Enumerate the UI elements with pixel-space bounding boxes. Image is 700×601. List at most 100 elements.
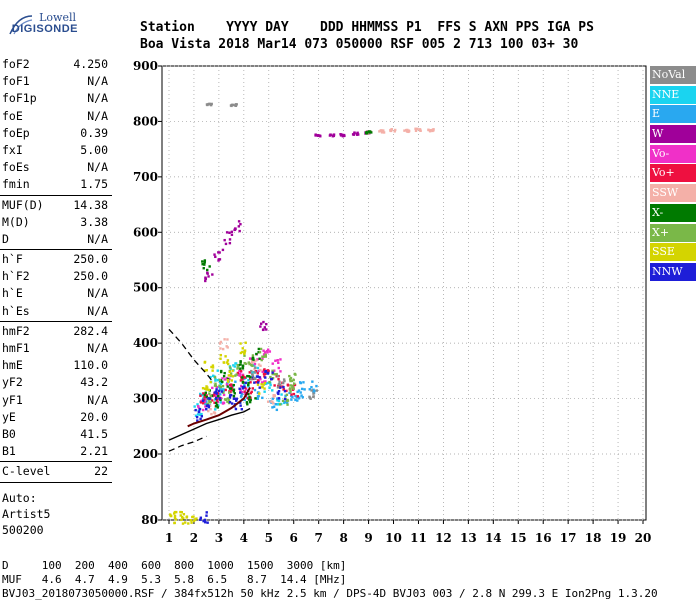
echo-point (272, 393, 275, 397)
param-value: 14.38 (73, 197, 108, 212)
echo-point (258, 392, 261, 395)
echo-point (263, 387, 266, 390)
param-row: h`Es N/A (0, 303, 112, 320)
echo-point (206, 386, 209, 389)
echo-point (237, 220, 241, 223)
echo-point (240, 394, 243, 397)
echo-point (209, 404, 212, 407)
echo-point (260, 358, 263, 362)
echo-point (230, 402, 234, 405)
echo-point (232, 388, 236, 391)
echo-point (192, 519, 196, 523)
echo-point (283, 400, 287, 404)
echo-point (291, 386, 294, 389)
echo-point (405, 130, 409, 133)
echo-point (223, 371, 226, 375)
param-label: foE (2, 108, 23, 123)
echo-point (204, 276, 207, 279)
echo-point (206, 103, 209, 107)
echo-point (233, 104, 237, 107)
echo-point (283, 397, 287, 401)
echo-point (290, 379, 294, 383)
echo-point (221, 377, 224, 380)
param-value: N/A (87, 286, 108, 301)
echo-point (240, 392, 244, 395)
echo-point (264, 376, 267, 379)
legend-item: NoVal (650, 66, 696, 84)
echo-point (239, 342, 242, 345)
echo-point (248, 357, 252, 360)
echo-point (234, 362, 237, 365)
echo-point (185, 516, 188, 519)
echo-point (199, 394, 202, 397)
echo-point (228, 394, 232, 397)
param-value: 282.4 (73, 323, 108, 338)
echo-point (224, 388, 227, 392)
echo-point (204, 279, 207, 283)
param-value: 4.250 (73, 57, 108, 71)
echo-point (224, 355, 227, 358)
echo-point (251, 364, 254, 368)
echo-point (197, 410, 201, 414)
echo-point (221, 347, 225, 351)
echo-point (203, 369, 207, 372)
echo-point (292, 392, 296, 396)
echo-point (203, 360, 207, 364)
echo-point (214, 395, 218, 398)
echo-point (432, 129, 435, 132)
echo-point (303, 388, 306, 391)
echo-point (284, 394, 287, 398)
echo-point (215, 399, 219, 402)
echo-point (238, 387, 241, 390)
echo-point (192, 515, 195, 518)
echo-point (234, 374, 237, 377)
echo-point (253, 364, 256, 367)
legend-item: X+ (650, 223, 696, 242)
echo-point (288, 378, 292, 381)
echo-point (200, 393, 204, 397)
param-row: foF2 4.250 (0, 56, 112, 73)
x-tick-label: 2 (190, 531, 198, 545)
echo-point (227, 374, 231, 377)
echo-point (314, 133, 317, 136)
echo-point (216, 369, 219, 372)
y-tick-label: 400 (133, 336, 158, 350)
echo-point (244, 341, 247, 344)
echo-point (226, 359, 230, 362)
echo-point (248, 395, 251, 399)
echo-point (275, 397, 279, 400)
echo-point (239, 223, 242, 226)
echo-point (218, 342, 222, 345)
autoscaling-program: Artist5 (2, 506, 51, 521)
true-height-profile-curve (168, 407, 251, 441)
echo-point (217, 259, 220, 262)
digisonde-logo: Lowell DIGISONDE (8, 8, 80, 36)
echo-point (213, 391, 217, 394)
echo-point (343, 134, 346, 138)
echo-point (264, 353, 267, 357)
echo-point (230, 104, 233, 108)
echo-point (180, 511, 184, 514)
echo-point (211, 273, 214, 276)
echo-point (230, 383, 233, 386)
echo-point (211, 366, 215, 369)
echo-point (289, 384, 292, 387)
param-label: foF1 (2, 74, 30, 89)
echo-point (332, 134, 335, 137)
echo-point (276, 386, 280, 389)
echo-point (226, 346, 229, 349)
echo-point (248, 362, 251, 366)
param-value: 22 (94, 464, 108, 479)
echo-point (239, 391, 242, 394)
echo-point (297, 397, 301, 400)
param-row: M(D) 3.38 (0, 214, 112, 231)
echo-point (253, 367, 256, 371)
echo-point (311, 380, 314, 383)
echo-point (277, 397, 281, 400)
y-tick-label: 800 (133, 114, 158, 128)
echo-point (211, 386, 214, 390)
y-tick-label: 80 (141, 513, 158, 527)
echo-point (181, 522, 185, 525)
legend-item: W (650, 125, 696, 144)
echo-point (317, 133, 320, 137)
